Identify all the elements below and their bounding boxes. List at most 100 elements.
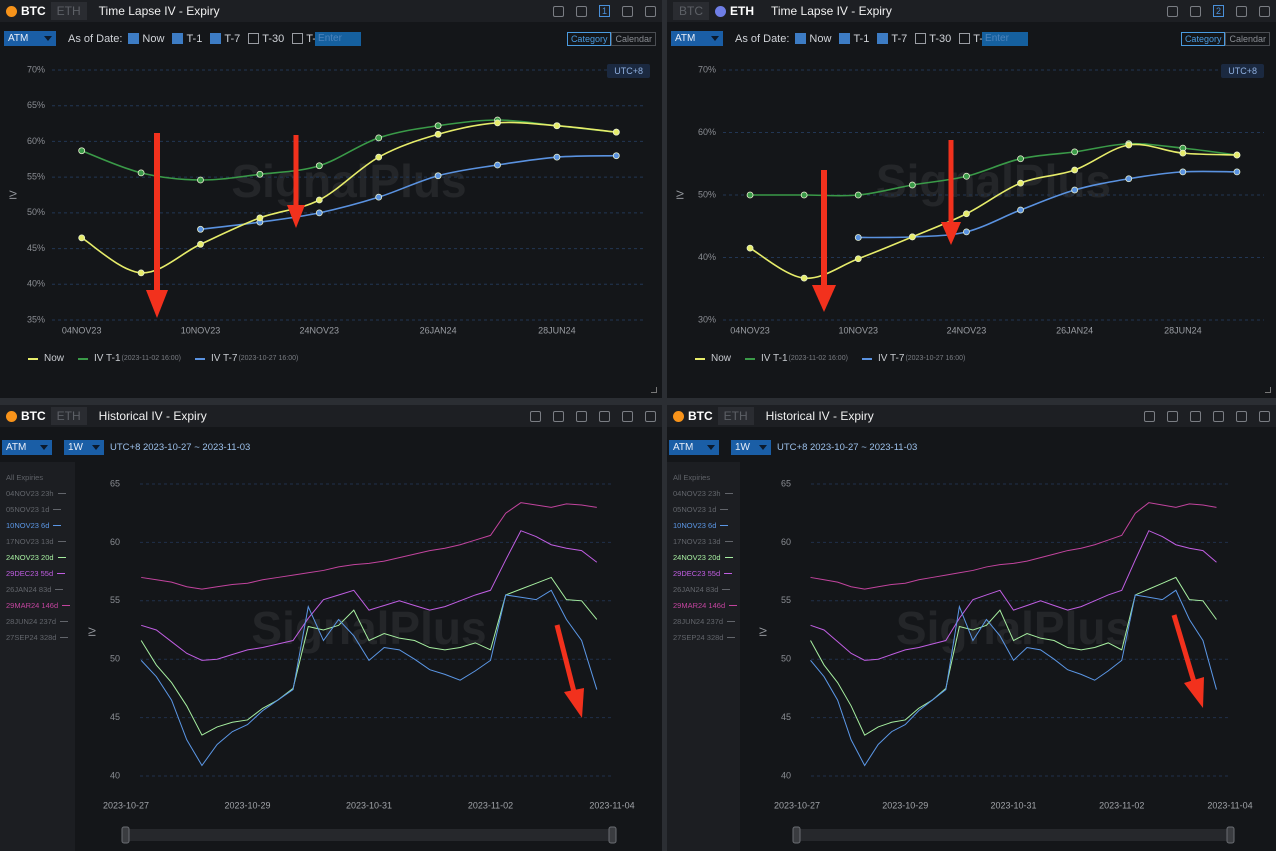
- checkbox[interactable]: [172, 33, 184, 44]
- toolbar-icon[interactable]: [553, 410, 564, 422]
- toolbar-icon[interactable]: [1259, 5, 1270, 17]
- legend-item[interactable]: IV T-1 (2023-11-02 16:00): [78, 353, 181, 364]
- expiry-item[interactable]: 29MAR24 146d: [673, 601, 738, 610]
- expiry-item[interactable]: 29MAR24 146d: [6, 601, 71, 610]
- legend-item[interactable]: Now: [695, 353, 731, 364]
- expiry-item[interactable]: 10NOV23 6d: [6, 521, 62, 530]
- y-tick-label: 40: [110, 770, 120, 780]
- select-box[interactable]: 1W: [731, 439, 771, 455]
- toolbar-icon[interactable]: [622, 5, 633, 17]
- toolbar-icon[interactable]: [1166, 5, 1178, 17]
- series-line: [858, 170, 1237, 239]
- checkbox[interactable]: [959, 33, 971, 44]
- toolbar-icon[interactable]: [1190, 410, 1201, 422]
- toolbar-icon[interactable]: [575, 5, 587, 17]
- tab[interactable]: ETH: [730, 4, 754, 18]
- expiry-item[interactable]: 29DEC23 55d: [673, 569, 733, 578]
- expiry-item[interactable]: 26JAN24 83d: [6, 585, 64, 594]
- mode-button[interactable]: Calendar: [611, 31, 656, 46]
- expiry-item[interactable]: 05NOV23 1d: [673, 505, 729, 514]
- toolbar-icon[interactable]: [552, 5, 564, 17]
- expiry-swatch: [720, 525, 729, 526]
- toolbar-icon[interactable]: [645, 5, 656, 17]
- legend-item[interactable]: Now: [28, 353, 64, 364]
- checkbox[interactable]: [292, 33, 304, 44]
- timezone-badge: UTC+8: [607, 64, 650, 78]
- expiry-item[interactable]: 28JUN24 237d: [6, 617, 69, 626]
- checkbox[interactable]: [210, 33, 222, 44]
- tab[interactable]: BTC: [21, 4, 46, 18]
- toolbar-icon[interactable]: [1189, 5, 1201, 17]
- mode-button[interactable]: Category: [1180, 31, 1226, 46]
- expiry-item[interactable]: 10NOV23 6d: [673, 521, 729, 530]
- expiry-item[interactable]: 17NOV23 13d: [6, 537, 66, 546]
- toolbar-icon[interactable]: [622, 410, 633, 422]
- checkbox[interactable]: [128, 33, 140, 44]
- toolbar-icon[interactable]: [576, 410, 587, 422]
- toolbar-icon[interactable]: [1167, 410, 1178, 422]
- select-box[interactable]: ATM: [2, 439, 52, 455]
- toolbar-icon[interactable]: [1144, 410, 1155, 422]
- days-input[interactable]: Enter: [982, 31, 1029, 46]
- watermark: SignalPlus: [876, 155, 1111, 207]
- expiry-item[interactable]: 24NOV23 20d: [6, 553, 66, 562]
- select-box[interactable]: ATM: [4, 31, 56, 46]
- select-box[interactable]: ATM: [671, 31, 723, 46]
- as-of-label: As of Date:: [68, 32, 123, 45]
- x-tick-label: 10NOV23: [838, 325, 878, 335]
- expiry-item[interactable]: 04NOV23 23h: [673, 489, 733, 498]
- toolbar-icon[interactable]: [645, 410, 656, 422]
- data-point: [78, 147, 86, 155]
- select-box[interactable]: ATM: [669, 439, 719, 455]
- toolbar-icon[interactable]: [1259, 410, 1270, 422]
- days-input[interactable]: Enter: [315, 31, 362, 46]
- checkbox[interactable]: [839, 33, 851, 44]
- tab[interactable]: BTC: [21, 409, 46, 423]
- expiry-item[interactable]: 05NOV23 1d: [6, 505, 62, 514]
- expiry-item[interactable]: 04NOV23 23h: [6, 489, 66, 498]
- toolbar-icon[interactable]: [599, 410, 610, 422]
- toolbar-icon[interactable]: [530, 410, 541, 422]
- expiry-item[interactable]: 26JAN24 83d: [673, 585, 731, 594]
- tab[interactable]: BTC: [673, 2, 709, 20]
- data-point: [315, 196, 323, 204]
- expiry-item[interactable]: 28JUN24 237d: [673, 617, 736, 626]
- tab[interactable]: ETH: [50, 2, 87, 20]
- zoom-handle[interactable]: [608, 826, 617, 844]
- legend: Now IV T-1 (2023-11-02 16:00) IV T-7 (2023-1…: [695, 353, 965, 364]
- zoom-handle[interactable]: [1226, 826, 1235, 844]
- tab[interactable]: ETH: [717, 407, 754, 425]
- data-point: [375, 193, 383, 201]
- mode-button[interactable]: Calendar: [1225, 31, 1270, 46]
- checkbox[interactable]: [795, 33, 807, 44]
- legend-item[interactable]: IV T-7 (2023-10-27 16:00): [861, 353, 965, 364]
- data-point: [1179, 149, 1187, 157]
- legend-item[interactable]: IV T-1 (2023-11-02 16:00): [745, 353, 848, 364]
- data-point: [612, 128, 620, 136]
- toolbar-icon[interactable]: [1236, 5, 1247, 17]
- expiry-item[interactable]: 27SEP24 328d: [673, 633, 736, 642]
- tab[interactable]: ETH: [50, 407, 87, 425]
- checkbox[interactable]: [248, 33, 260, 44]
- expiry-label: 10NOV23 6d: [6, 521, 50, 530]
- expiry-item[interactable]: 27SEP24 328d: [6, 633, 69, 642]
- expiry-item[interactable]: 17NOV23 13d: [673, 537, 733, 546]
- legend-item[interactable]: IV T-7 (2023-10-27 16:00): [194, 353, 298, 364]
- toolbar-icon[interactable]: [1213, 410, 1224, 422]
- expiry-item[interactable]: 29DEC23 55d: [6, 569, 66, 578]
- mode-button[interactable]: Category: [566, 31, 612, 46]
- select-box[interactable]: 1W: [64, 439, 104, 455]
- expiry-item[interactable]: 24NOV23 20d: [673, 553, 733, 562]
- y-tick-label: 40%: [27, 279, 45, 289]
- page-number[interactable]: 2: [1212, 5, 1224, 17]
- zoom-handle[interactable]: [121, 826, 130, 844]
- toolbar-icon[interactable]: [1236, 410, 1247, 422]
- data-point: [375, 134, 383, 142]
- checkbox[interactable]: [877, 33, 889, 44]
- tab[interactable]: BTC: [688, 409, 713, 423]
- data-point: [1125, 175, 1133, 183]
- checkbox[interactable]: [915, 33, 927, 44]
- data-point: [197, 240, 204, 248]
- zoom-handle[interactable]: [792, 826, 801, 844]
- page-number[interactable]: 1: [598, 5, 610, 17]
